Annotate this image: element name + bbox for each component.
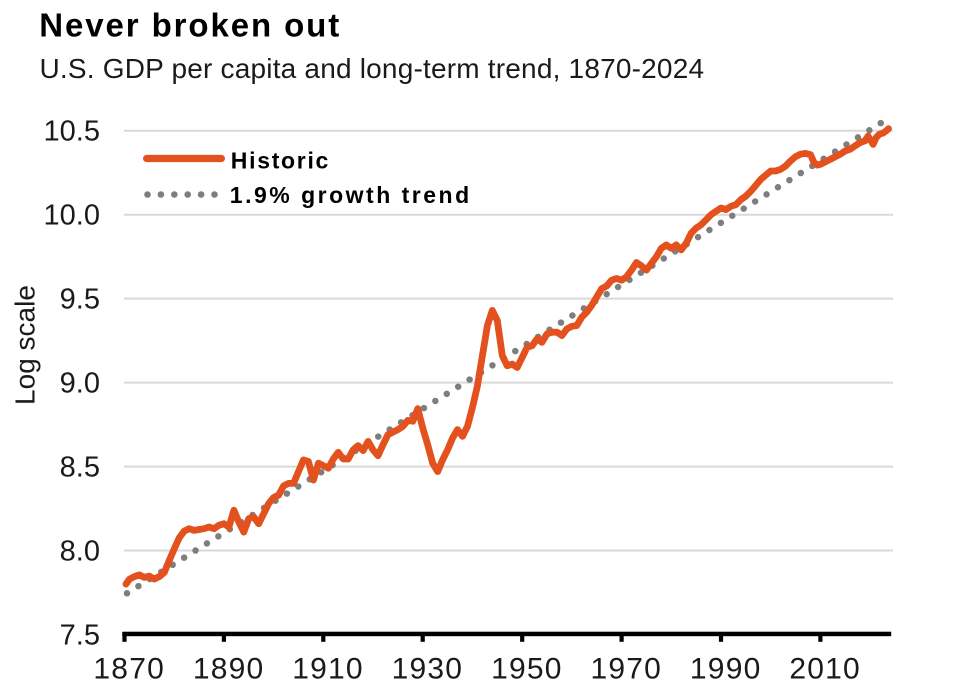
svg-text:1990: 1990 [690, 652, 762, 685]
svg-text:Historic: Historic [231, 147, 330, 173]
svg-text:1890: 1890 [193, 652, 265, 685]
svg-text:1930: 1930 [392, 652, 464, 685]
svg-text:1910: 1910 [292, 652, 364, 685]
svg-text:1.9% growth trend: 1.9% growth trend [230, 182, 472, 208]
svg-text:1970: 1970 [591, 652, 663, 685]
svg-text:2010: 2010 [789, 652, 861, 685]
svg-text:9.0: 9.0 [60, 368, 100, 400]
svg-text:10.5: 10.5 [44, 116, 100, 148]
svg-text:Never broken out: Never broken out [39, 7, 341, 44]
svg-text:8.0: 8.0 [60, 535, 100, 567]
svg-text:8.5: 8.5 [60, 452, 100, 484]
svg-text:10.0: 10.0 [44, 200, 100, 232]
svg-text:Log scale: Log scale [10, 285, 41, 405]
svg-text:1870: 1870 [93, 652, 165, 685]
svg-text:7.5: 7.5 [60, 619, 100, 651]
svg-text:9.5: 9.5 [60, 284, 100, 316]
svg-text:1950: 1950 [491, 652, 563, 685]
svg-text:U.S. GDP per capita and long-t: U.S. GDP per capita and long-term trend,… [40, 53, 705, 84]
